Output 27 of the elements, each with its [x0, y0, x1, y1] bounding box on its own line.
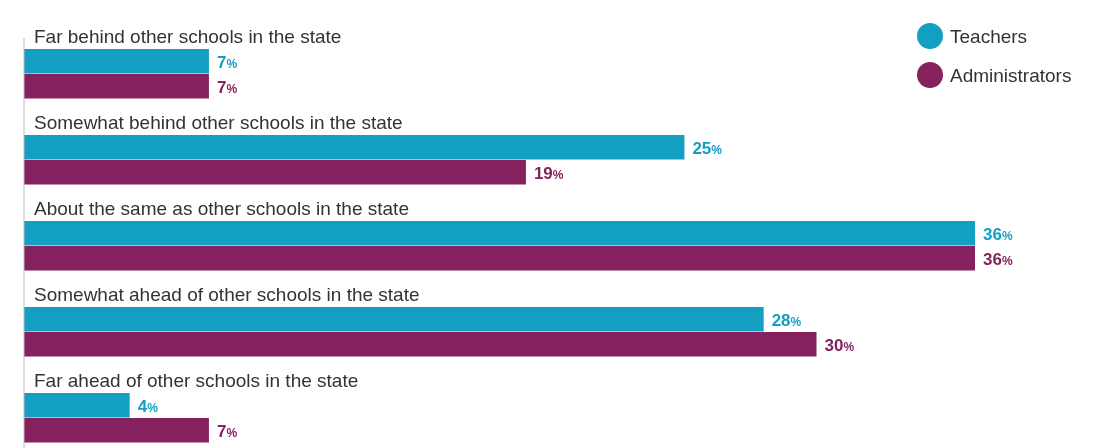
bar [24, 135, 685, 160]
bar [24, 393, 130, 418]
data-label: 36% [983, 249, 1013, 269]
data-label: 28% [771, 310, 802, 330]
bar [24, 49, 209, 74]
bar [24, 418, 209, 443]
bar [24, 307, 764, 332]
bar [24, 332, 817, 357]
data-label: 4% [137, 396, 159, 416]
data-label: 36% [983, 224, 1013, 244]
bar [24, 221, 975, 246]
data-label: 7% [216, 421, 238, 441]
data-label: 7% [216, 77, 238, 97]
legend-label: Teachers [950, 26, 1028, 47]
y-tick-label: Somewhat behind other schools in the state [34, 112, 403, 133]
y-tick-label: About the same as other schools in the state [34, 198, 409, 219]
legend-label: Administrators [950, 65, 1072, 86]
data-label: 19% [533, 163, 564, 183]
y-tick-label: Somewhat ahead of other schools in the state [34, 284, 420, 305]
y-tick-label: Far ahead of other schools in the state [34, 370, 359, 391]
data-label: 7% [216, 52, 238, 72]
bar [24, 74, 209, 99]
bar [24, 160, 526, 185]
y-tick-label: Far behind other schools in the state [34, 26, 342, 47]
data-label: 25% [692, 138, 723, 158]
bar [24, 246, 975, 271]
data-label: 30% [824, 335, 855, 355]
